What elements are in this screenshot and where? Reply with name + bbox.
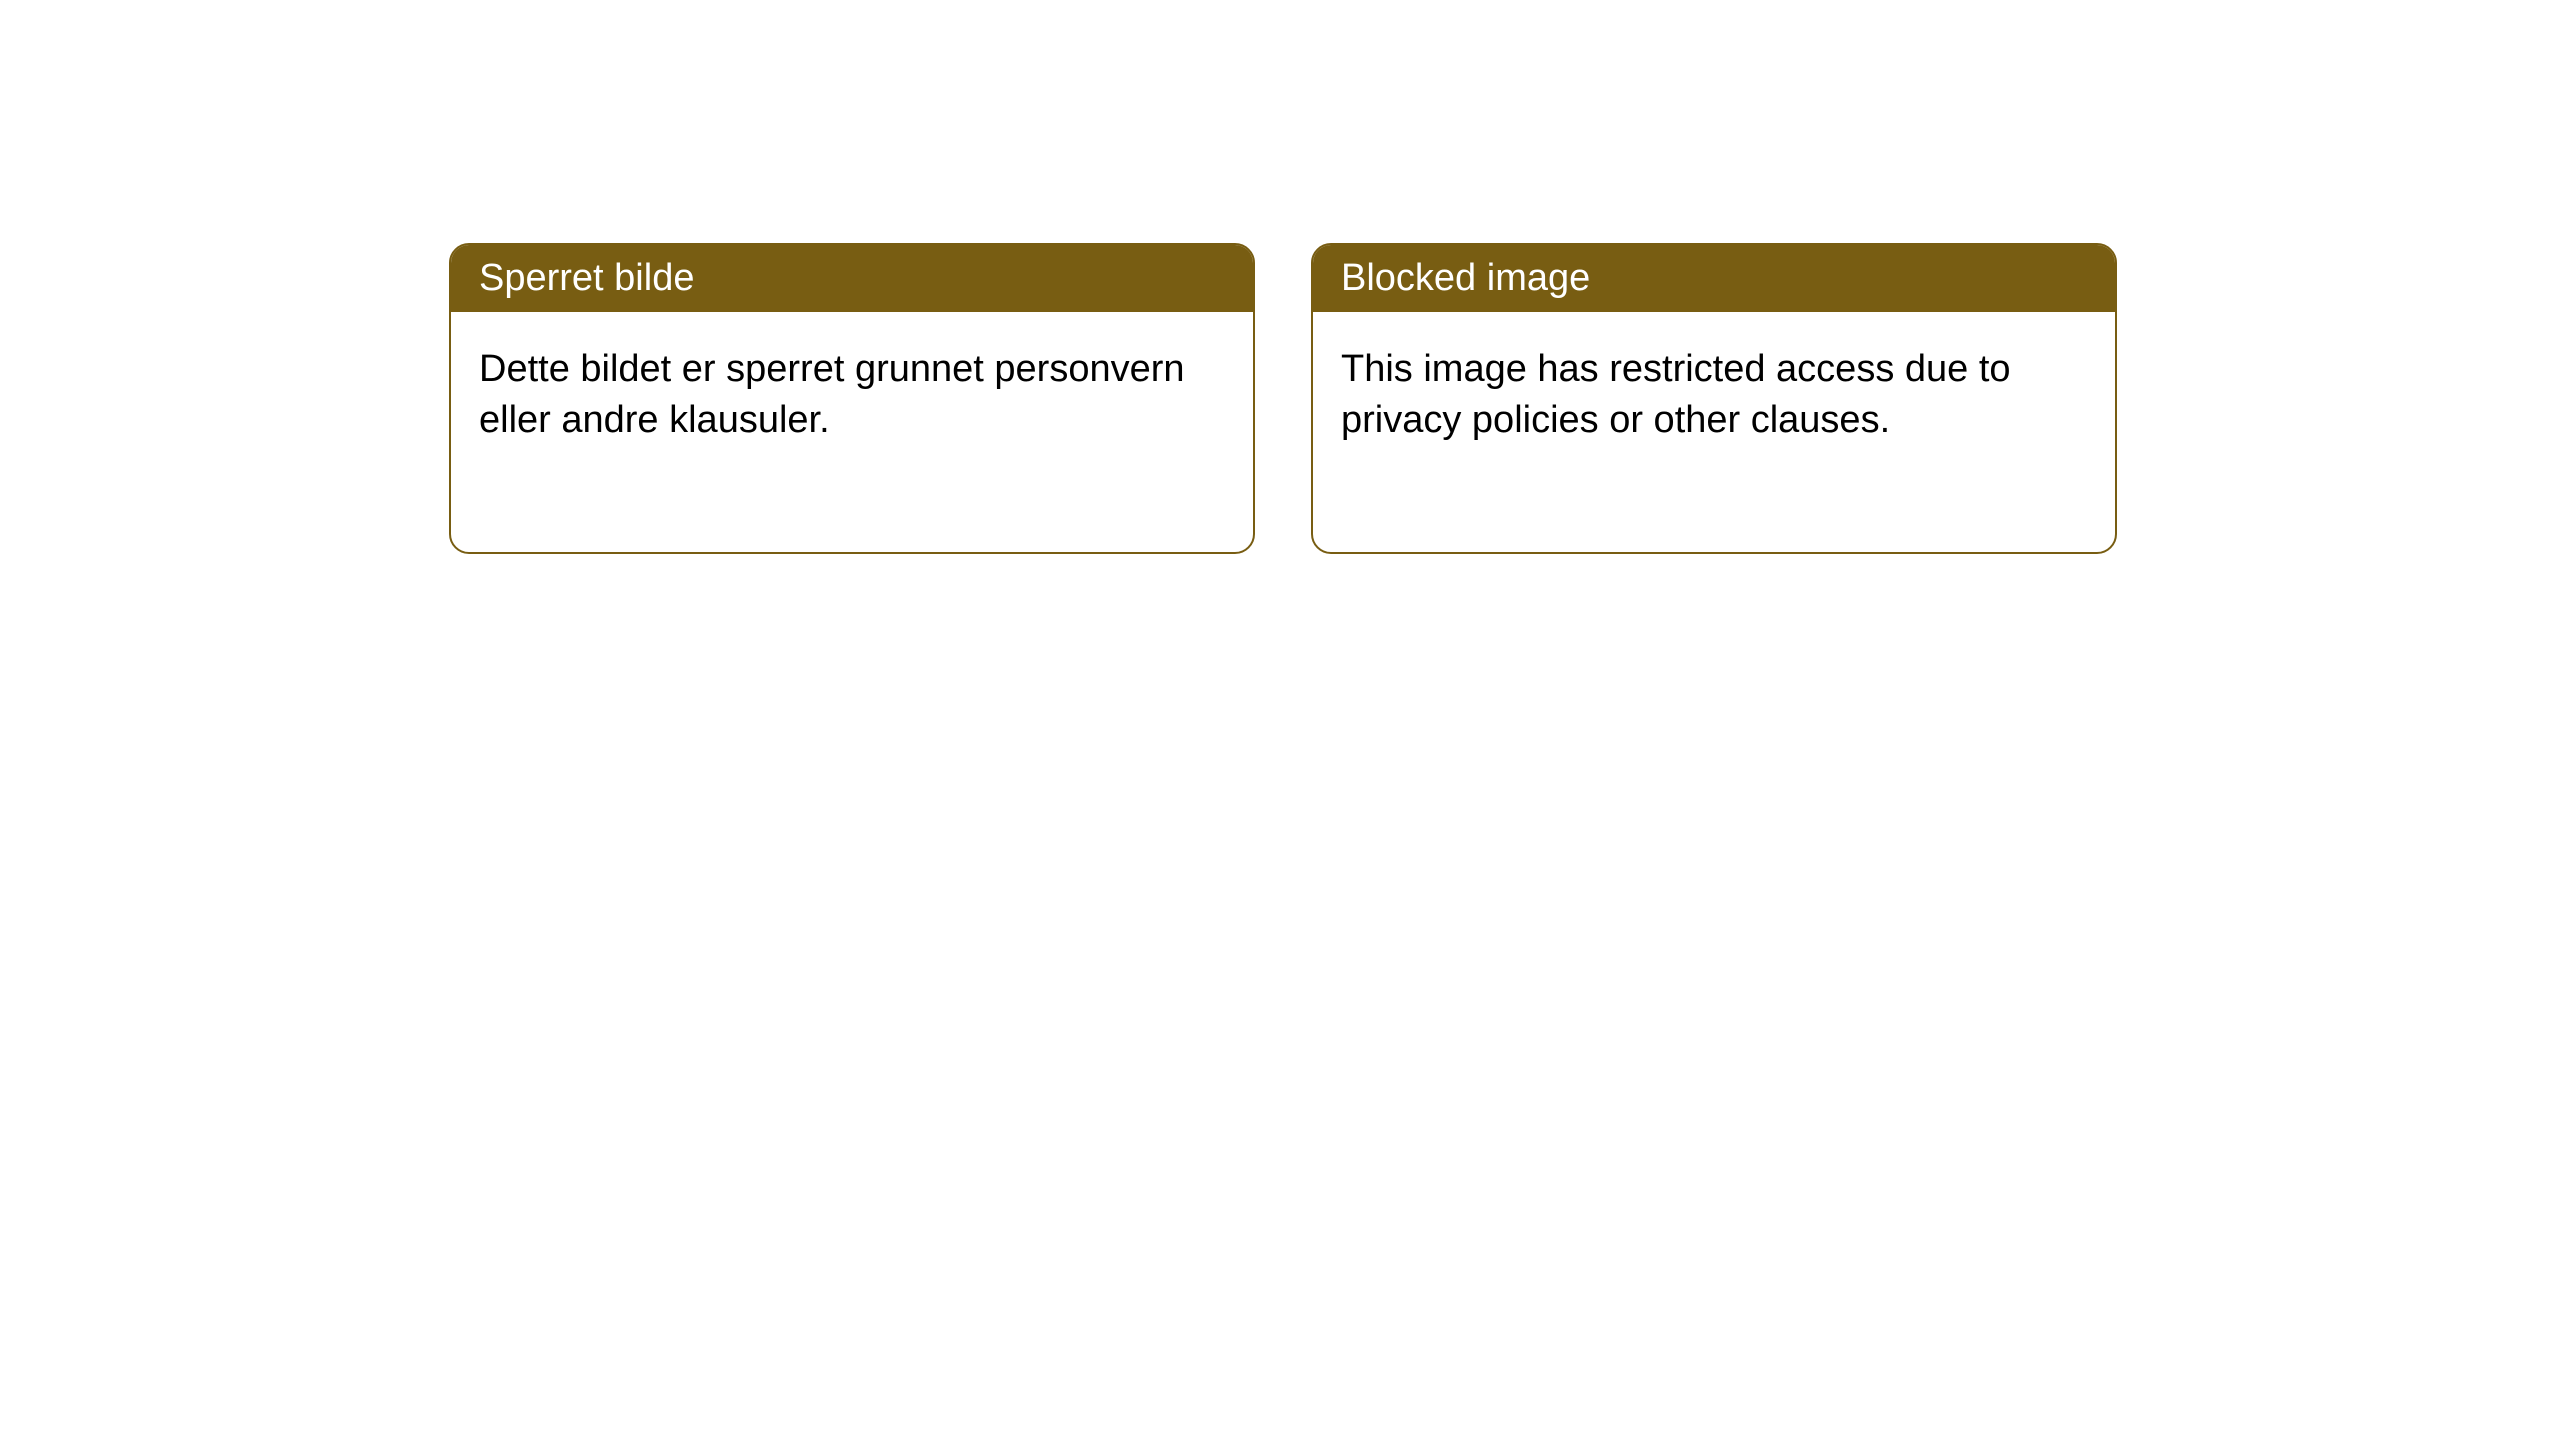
card-header: Blocked image: [1313, 245, 2115, 312]
card-message: Dette bildet er sperret grunnet personve…: [479, 348, 1185, 441]
blocked-image-card-no: Sperret bilde Dette bildet er sperret gr…: [449, 243, 1255, 554]
card-body: This image has restricted access due to …: [1313, 312, 2115, 552]
notice-cards-container: Sperret bilde Dette bildet er sperret gr…: [449, 243, 2117, 554]
card-body: Dette bildet er sperret grunnet personve…: [451, 312, 1253, 552]
card-title: Sperret bilde: [479, 257, 694, 299]
blocked-image-card-en: Blocked image This image has restricted …: [1311, 243, 2117, 554]
card-title: Blocked image: [1341, 257, 1590, 299]
card-header: Sperret bilde: [451, 245, 1253, 312]
card-message: This image has restricted access due to …: [1341, 348, 2011, 441]
